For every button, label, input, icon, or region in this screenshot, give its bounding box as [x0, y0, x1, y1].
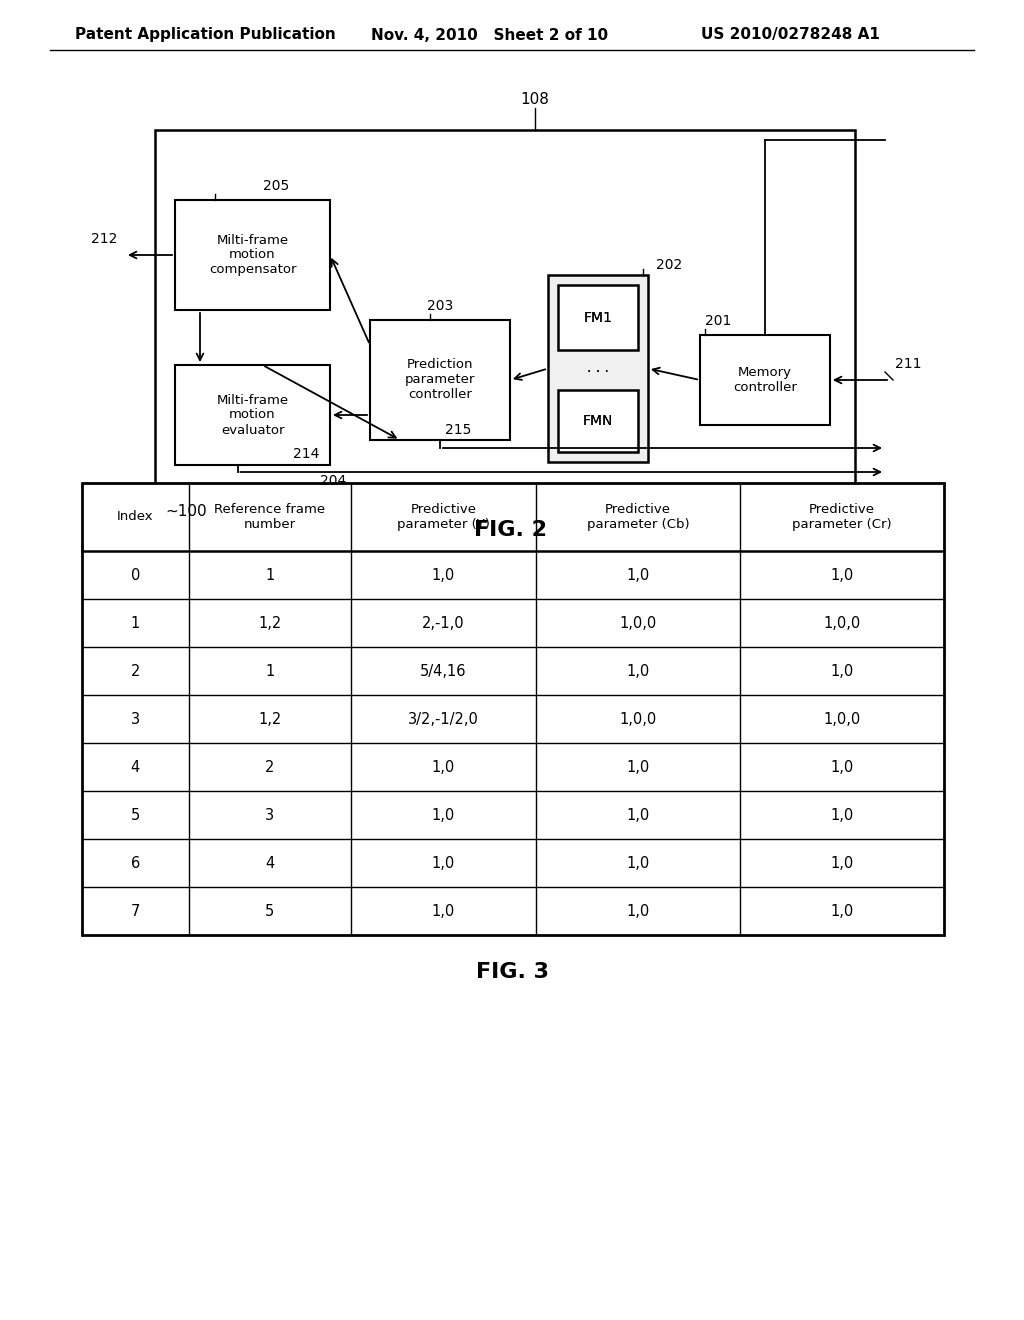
Text: 2,-1,0: 2,-1,0 — [422, 615, 465, 631]
Text: Memory
controller: Memory controller — [733, 366, 797, 393]
Text: 3/2,-1/2,0: 3/2,-1/2,0 — [408, 711, 479, 726]
Bar — [175, 366, 330, 465]
Text: 5: 5 — [265, 903, 274, 919]
Text: Milti-frame
motion
compensator: Milti-frame motion compensator — [209, 234, 296, 276]
Bar — [155, 129, 855, 490]
Text: 204: 204 — [319, 474, 346, 488]
Bar — [558, 389, 638, 451]
Text: 1,0,0: 1,0,0 — [823, 615, 860, 631]
Text: 1,0: 1,0 — [830, 664, 854, 678]
Text: 5: 5 — [131, 808, 140, 822]
Text: 212: 212 — [91, 232, 117, 246]
Text: 1,0: 1,0 — [830, 855, 854, 870]
Text: 2: 2 — [265, 759, 274, 775]
Text: 1,2: 1,2 — [258, 615, 282, 631]
Text: 205: 205 — [262, 180, 289, 193]
Text: 7: 7 — [131, 903, 140, 919]
Text: 1,0: 1,0 — [432, 568, 455, 582]
Text: 1: 1 — [265, 664, 274, 678]
Text: 1,0: 1,0 — [627, 568, 650, 582]
Text: ~100: ~100 — [165, 504, 207, 520]
Text: Predictive
parameter (Cr): Predictive parameter (Cr) — [793, 503, 892, 531]
Text: Predictive
parameter (Cb): Predictive parameter (Cb) — [587, 503, 689, 531]
Text: 2: 2 — [131, 664, 140, 678]
Text: Milti-frame
motion
evaluator: Milti-frame motion evaluator — [216, 393, 289, 437]
Bar — [700, 335, 830, 425]
Bar — [175, 201, 330, 310]
Text: 1,2: 1,2 — [258, 711, 282, 726]
Text: 214: 214 — [293, 447, 318, 461]
Text: 1,0: 1,0 — [627, 808, 650, 822]
Text: . . .: . . . — [587, 360, 609, 375]
Text: Patent Application Publication: Patent Application Publication — [75, 28, 336, 42]
Text: 4: 4 — [131, 759, 140, 775]
Text: 1,0,0: 1,0,0 — [620, 711, 656, 726]
Text: 1,0: 1,0 — [432, 855, 455, 870]
Text: 108: 108 — [520, 92, 550, 107]
Text: 1,0: 1,0 — [627, 855, 650, 870]
Text: 1,0,0: 1,0,0 — [620, 615, 656, 631]
Text: FMN: FMN — [583, 414, 613, 428]
Text: 201: 201 — [705, 314, 731, 327]
Text: 1,0,0: 1,0,0 — [823, 711, 860, 726]
Text: 1,0: 1,0 — [830, 808, 854, 822]
Text: 1,0: 1,0 — [627, 664, 650, 678]
Text: 1: 1 — [265, 568, 274, 582]
Bar — [558, 285, 638, 350]
Text: 6: 6 — [131, 855, 140, 870]
Text: 1,0: 1,0 — [830, 903, 854, 919]
Text: Predictive
parameter (Y): Predictive parameter (Y) — [397, 503, 489, 531]
Text: Reference frame
number: Reference frame number — [214, 503, 326, 531]
Text: 1,0: 1,0 — [627, 903, 650, 919]
Text: Nov. 4, 2010   Sheet 2 of 10: Nov. 4, 2010 Sheet 2 of 10 — [372, 28, 608, 42]
Text: FM1: FM1 — [584, 310, 612, 325]
Text: Index: Index — [117, 511, 154, 524]
Text: 1,0: 1,0 — [627, 759, 650, 775]
Text: . . .: . . . — [587, 360, 609, 375]
Text: 1: 1 — [131, 615, 140, 631]
Text: FM1: FM1 — [584, 310, 612, 325]
Text: 202: 202 — [656, 257, 682, 272]
Text: FIG. 3: FIG. 3 — [475, 962, 549, 982]
Text: 4: 4 — [265, 855, 274, 870]
Text: 1,0: 1,0 — [432, 759, 455, 775]
Bar — [548, 275, 648, 462]
Text: 3: 3 — [265, 808, 274, 822]
Text: 5/4,16: 5/4,16 — [420, 664, 467, 678]
Text: 1,0: 1,0 — [432, 808, 455, 822]
Text: 1,0: 1,0 — [830, 759, 854, 775]
Text: Prediction
parameter
controller: Prediction parameter controller — [404, 359, 475, 401]
Text: 1,0: 1,0 — [432, 903, 455, 919]
Text: 211: 211 — [895, 356, 922, 371]
Text: 215: 215 — [445, 422, 471, 437]
Text: US 2010/0278248 A1: US 2010/0278248 A1 — [700, 28, 880, 42]
Bar — [370, 319, 510, 440]
Bar — [558, 389, 638, 451]
Text: 1,0: 1,0 — [830, 568, 854, 582]
Text: FIG. 2: FIG. 2 — [473, 520, 547, 540]
Bar — [82, 483, 944, 935]
Text: FMN: FMN — [583, 414, 613, 428]
Text: 203: 203 — [427, 300, 454, 313]
Bar — [558, 285, 638, 350]
Text: 0: 0 — [131, 568, 140, 582]
Text: 3: 3 — [131, 711, 140, 726]
